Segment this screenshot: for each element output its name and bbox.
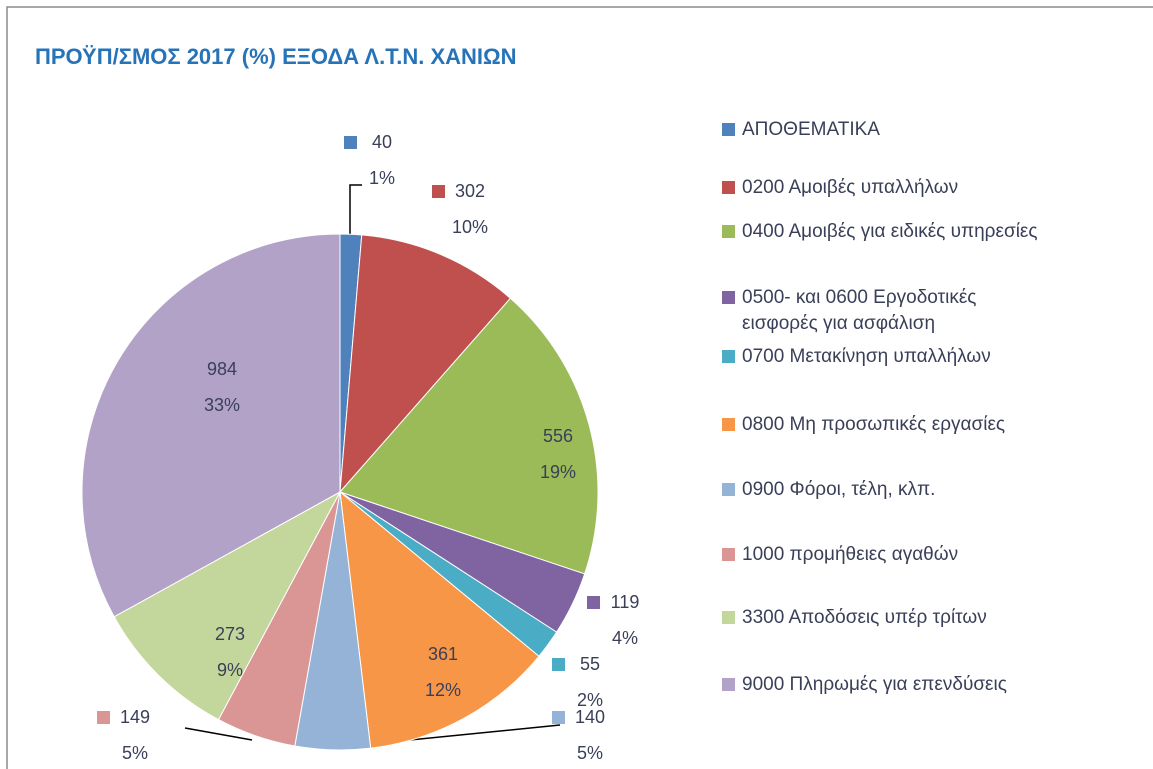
legend-label: 0700 Μετακίνηση υπαλλήλων — [742, 346, 991, 367]
legend-item: 0800 Μη προσωπικές εργασίες — [722, 412, 1005, 438]
label-swatch — [97, 711, 110, 724]
data-label: 361 — [428, 644, 458, 664]
legend-swatch — [722, 548, 735, 561]
data-label: 273 — [215, 624, 245, 644]
legend-item: 9000 Πληρωμές για επενδύσεις — [722, 672, 1007, 698]
percent-label: 12% — [425, 680, 461, 700]
legend-item: 3300 Αποδόσεις υπέρ τρίτων — [722, 605, 987, 631]
legend-item: 0400 Αμοιβές για ειδικές υπηρεσίες — [722, 219, 1038, 245]
legend-swatch — [722, 123, 735, 136]
label-swatch — [587, 596, 600, 609]
legend-swatch — [722, 483, 735, 496]
legend-swatch — [722, 678, 735, 691]
percent-label: 5% — [122, 743, 148, 763]
chart-title: ΠΡΟΫΠ/ΣΜΟΣ 2017 (%) ΕΞΟΔΑ Λ.Τ.Ν. ΧΑΝΙΩΝ — [35, 44, 517, 69]
label-swatch — [432, 185, 445, 198]
legend-swatch — [722, 350, 735, 363]
percent-label: 19% — [540, 462, 576, 482]
data-label: 556 — [543, 426, 573, 446]
data-label: 140 — [575, 707, 605, 727]
legend-label: 0500- και 0600 Εργοδοτικές εισφορές για … — [742, 287, 977, 334]
legend-label: 1000 προμήθειες αγαθών — [742, 544, 959, 565]
legend-label: 0400 Αμοιβές για ειδικές υπηρεσίες — [742, 221, 1038, 242]
legend-label: 3300 Αποδόσεις υπέρ τρίτων — [742, 607, 987, 628]
legend-swatch — [722, 181, 735, 194]
percent-label: 10% — [452, 217, 488, 237]
percent-label: 1% — [369, 168, 395, 188]
frame — [6, 6, 1153, 769]
data-label: 984 — [207, 359, 237, 379]
legend-swatch — [722, 611, 735, 624]
pie-slice — [339, 234, 512, 494]
legend-item: 0700 Μετακίνηση υπαλλήλων — [722, 344, 991, 370]
leader-line — [184, 727, 253, 741]
legend-item: 0200 Αμοιβές υπαλλήλων — [722, 175, 958, 201]
legend-item: 0900 Φόροι, τέλη, κλπ. — [722, 477, 935, 503]
legend-item: 0500- και 0600 Εργοδοτικές εισφορές για … — [722, 285, 976, 337]
legend-item: ΑΠΟΘΕΜΑΤΙΚΑ — [722, 117, 880, 143]
percent-label: 9% — [217, 660, 243, 680]
legend-swatch — [722, 291, 735, 304]
legend-swatch — [722, 225, 735, 238]
legend-label: 0800 Μη προσωπικές εργασίες — [742, 414, 1006, 435]
data-label: 55 — [580, 654, 600, 674]
percent-label: 5% — [577, 743, 603, 763]
percent-label: 33% — [204, 395, 240, 415]
leader-line — [349, 184, 362, 235]
data-label: 119 — [611, 592, 640, 612]
pie-slice — [81, 233, 341, 618]
data-label: 40 — [372, 132, 392, 152]
percent-label: 2% — [577, 690, 603, 710]
data-label: 149 — [120, 707, 150, 727]
legend-label: 0200 Αμοιβές υπαλλήλων — [742, 177, 959, 198]
pie-slice — [113, 490, 342, 721]
legend-swatch — [722, 418, 735, 431]
legend-label: 0900 Φόροι, τέλη, κλπ. — [742, 479, 936, 500]
legend-label: ΑΠΟΘΕΜΑΤΙΚΑ — [742, 119, 880, 140]
data-label: 302 — [455, 181, 485, 201]
label-swatch — [552, 658, 565, 671]
legend-item: 1000 προμήθειες αγαθών — [722, 542, 958, 568]
pie-slice — [339, 490, 540, 749]
pie-slice — [339, 297, 599, 575]
label-swatch — [344, 136, 357, 149]
percent-label: 4% — [612, 628, 638, 648]
label-swatch — [552, 711, 565, 724]
legend-label: 9000 Πληρωμές για επενδύσεις — [742, 674, 1007, 695]
